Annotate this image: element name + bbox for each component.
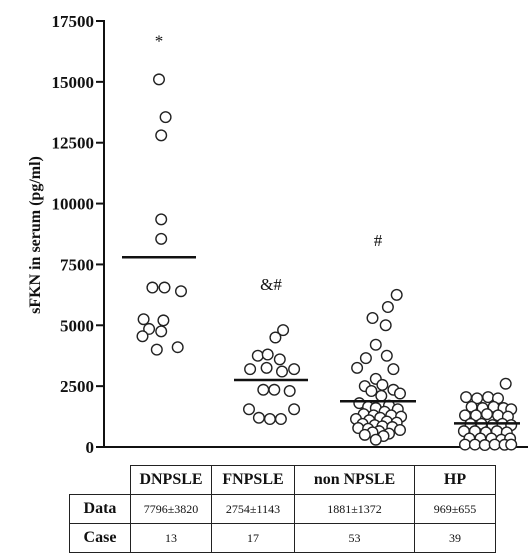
column-header: non NPSLE: [294, 465, 415, 495]
data-point: [359, 352, 372, 365]
y-tick-label: 2500: [60, 377, 94, 396]
data-point: [478, 439, 491, 452]
data-point: [390, 288, 403, 301]
data-point: [150, 343, 163, 356]
data-point: [158, 281, 171, 294]
data-point: [375, 389, 388, 402]
y-tick-label: 17500: [52, 12, 95, 31]
data-points: [136, 73, 518, 452]
y-tick-label: 0: [86, 438, 95, 457]
column-header: DNPSLE: [130, 465, 212, 495]
significance-mark: &#: [260, 275, 282, 294]
data-point: [136, 330, 149, 343]
data-point: [499, 377, 512, 390]
table-header-row: DNPSLE FNPSLE non NPSLE HP: [69, 465, 496, 495]
y-tick-label: 10000: [52, 195, 95, 214]
y-tick-label: 15000: [52, 73, 95, 92]
data-point: [394, 423, 407, 436]
table-cell: 2754±1143: [211, 494, 295, 524]
data-point: [155, 129, 168, 142]
data-point: [252, 411, 265, 424]
data-point: [387, 363, 400, 376]
significance-mark: *: [155, 31, 164, 50]
data-point: [481, 408, 494, 421]
data-point: [269, 331, 282, 344]
column-header: FNPSLE: [211, 465, 295, 495]
data-point: [260, 361, 273, 374]
data-point: [146, 281, 159, 294]
data-point: [283, 385, 296, 398]
data-point: [379, 319, 392, 332]
row-label: Data: [69, 494, 131, 524]
data-point: [381, 301, 394, 314]
table-cell: 1881±1372: [294, 494, 415, 524]
y-tick-label: 12500: [52, 134, 95, 153]
table-cell: 39: [414, 523, 496, 553]
data-point: [459, 438, 472, 451]
data-point: [157, 314, 170, 327]
data-point: [171, 341, 184, 354]
y-tick-label: 5000: [60, 316, 94, 335]
table-cell: 969±655: [414, 494, 496, 524]
data-point: [505, 438, 518, 451]
table-cell: 13: [130, 523, 212, 553]
data-point: [155, 232, 168, 245]
y-axis-label: sFKN in serum (pg/ml): [27, 156, 44, 314]
data-point: [274, 413, 287, 426]
table-row: Case 13 17 53 39: [69, 523, 496, 553]
y-tick-label: 7500: [60, 255, 94, 274]
data-point: [369, 338, 382, 351]
data-point: [358, 428, 371, 441]
data-point: [137, 313, 150, 326]
data-point: [288, 403, 301, 416]
data-point: [251, 349, 264, 362]
data-point: [152, 73, 165, 86]
data-point: [244, 363, 257, 376]
data-point: [155, 325, 168, 338]
data-point: [261, 348, 274, 361]
axes: 0 2500 5000 7500 10000 12500 15000 17500: [52, 12, 528, 457]
row-label: Case: [69, 523, 131, 553]
data-point: [376, 378, 389, 391]
data-point: [468, 438, 481, 451]
data-point: [380, 349, 393, 362]
data-point: [369, 433, 382, 446]
data-point: [394, 387, 407, 400]
data-point: [488, 438, 501, 451]
mean-lines: [122, 255, 520, 425]
data-point: [277, 324, 290, 337]
data-point: [242, 403, 255, 416]
stats-table: DNPSLE FNPSLE non NPSLE HP Data 7796±382…: [69, 465, 496, 553]
data-point: [460, 391, 473, 404]
data-point: [276, 365, 289, 378]
data-point: [366, 311, 379, 324]
data-point: [155, 213, 168, 226]
significance-mark: #: [374, 231, 383, 250]
significance-annotations: * &# #: [155, 31, 383, 293]
data-point: [273, 353, 286, 366]
table-cell: 17: [211, 523, 295, 553]
data-point: [268, 383, 281, 396]
data-point: [174, 285, 187, 298]
data-point: [143, 322, 156, 335]
table-cell: 7796±3820: [130, 494, 212, 524]
data-point: [365, 385, 378, 398]
column-header: HP: [414, 465, 496, 495]
data-point: [263, 413, 276, 426]
table-corner: [69, 465, 131, 495]
table-row: Data 7796±3820 2754±1143 1881±1372 969±6…: [69, 494, 496, 524]
data-point: [482, 391, 495, 404]
scatter-plot: 0 2500 5000 7500 10000 12500 15000 17500 * &# # s…: [27, 12, 528, 457]
data-point: [257, 383, 270, 396]
table-cell: 53: [294, 523, 415, 553]
data-point: [288, 363, 301, 376]
data-point: [351, 361, 364, 374]
data-point: [159, 111, 172, 124]
